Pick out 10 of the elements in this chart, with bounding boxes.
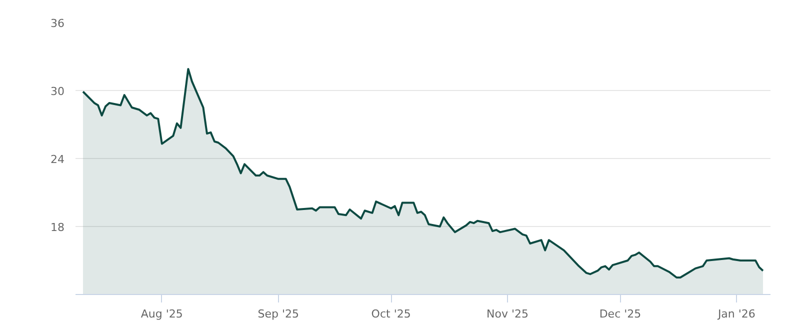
y-tick-label: 18 — [50, 221, 65, 234]
x-tick-label: Nov '25 — [486, 308, 529, 320]
x-tick-label: Oct '25 — [371, 308, 411, 320]
y-tick-label: 24 — [50, 153, 65, 166]
x-tick-label: Jan '26 — [716, 308, 756, 320]
x-tick-label: Dec '25 — [599, 308, 642, 320]
y-tick-label: 30 — [50, 85, 65, 98]
y-tick-label: 36 — [50, 17, 65, 30]
x-tick-label: Aug '25 — [140, 308, 183, 320]
x-tick-label: Sep '25 — [258, 308, 299, 320]
